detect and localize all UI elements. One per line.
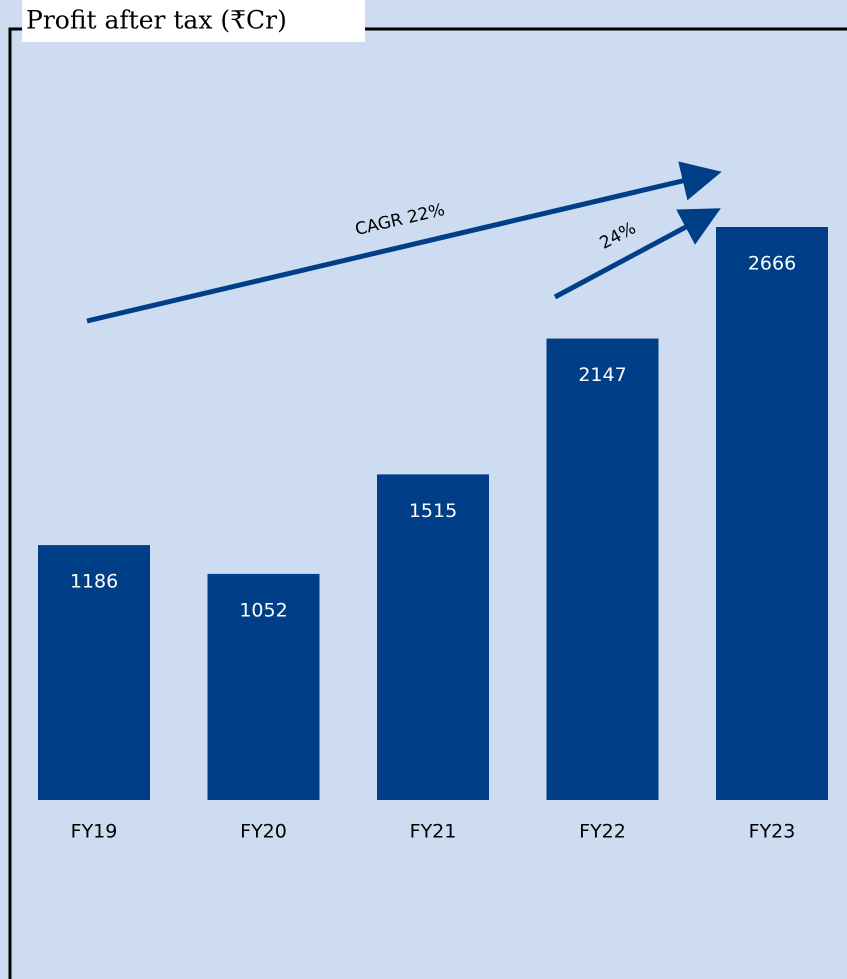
frame (8, 27, 847, 979)
x-tick-label: FY21 (410, 821, 457, 843)
value-label: 2666 (748, 253, 796, 275)
value-label: 1186 (70, 571, 118, 593)
bar (38, 545, 150, 800)
bar (377, 474, 489, 800)
yoy-arrow (553, 208, 721, 300)
cagr-arrow (86, 161, 722, 324)
bar (546, 338, 659, 800)
x-tick-label: FY19 (71, 821, 118, 843)
title-box (22, 0, 365, 42)
value-label: 1515 (409, 500, 457, 522)
bar (716, 227, 828, 800)
value-label: 2147 (578, 364, 626, 386)
chart-title: Profit after tax (₹Cr) (26, 6, 287, 35)
x-tick-label: FY20 (240, 821, 287, 843)
bar (207, 573, 320, 800)
x-tick-label: FY22 (579, 821, 626, 843)
value-label: 1052 (239, 599, 287, 621)
x-tick-label: FY23 (749, 821, 796, 843)
